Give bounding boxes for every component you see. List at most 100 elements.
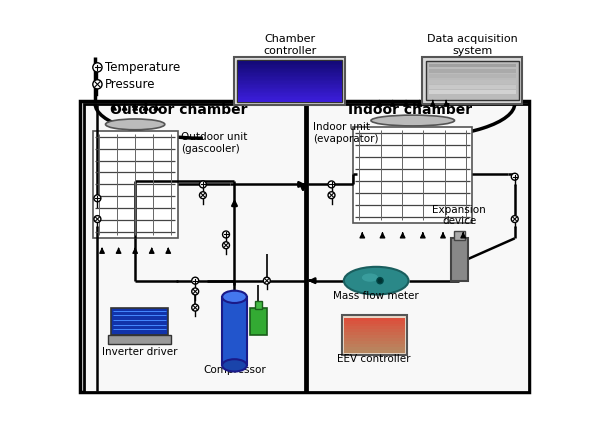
Bar (237, 88, 342, 90)
Bar (237, 61, 342, 102)
Bar (237, 76, 342, 78)
Circle shape (328, 192, 335, 198)
Bar (344, 344, 405, 347)
Bar (428, 69, 516, 73)
Text: Temperature: Temperature (105, 61, 180, 74)
Bar (237, 100, 342, 102)
Bar (426, 61, 519, 100)
Bar (344, 326, 405, 330)
Bar (237, 64, 342, 66)
Bar (237, 65, 342, 67)
Bar (344, 339, 405, 342)
Circle shape (223, 231, 230, 238)
Text: Outdoor unit
(gascooler): Outdoor unit (gascooler) (181, 132, 248, 154)
Circle shape (328, 181, 335, 188)
Ellipse shape (371, 115, 455, 126)
Bar (237, 99, 342, 100)
Bar (237, 77, 342, 79)
Circle shape (192, 304, 199, 311)
Bar (237, 61, 342, 63)
Bar (255, 301, 262, 309)
Bar (237, 95, 342, 96)
Bar (237, 72, 342, 74)
Bar (451, 238, 468, 281)
Bar (237, 83, 342, 84)
Circle shape (199, 192, 206, 198)
Bar (344, 350, 405, 353)
Bar (237, 93, 342, 95)
Text: Chamber
controller: Chamber controller (263, 34, 316, 56)
Bar (108, 335, 171, 343)
Text: Pressure: Pressure (105, 78, 156, 91)
Bar (344, 335, 405, 339)
Bar (237, 80, 342, 82)
Text: Outdoor chamber: Outdoor chamber (110, 103, 248, 117)
Bar (344, 318, 405, 321)
Bar (422, 58, 522, 103)
Bar (344, 332, 405, 336)
Bar (237, 73, 342, 75)
Bar (237, 66, 342, 68)
Bar (237, 97, 342, 99)
Bar (237, 96, 342, 98)
Bar (111, 308, 168, 335)
Bar (237, 74, 342, 76)
Bar (237, 81, 342, 83)
Bar (237, 69, 342, 71)
Ellipse shape (362, 273, 378, 282)
Bar (222, 297, 247, 365)
Bar (83, 103, 305, 392)
Bar (428, 85, 516, 89)
Bar (237, 91, 342, 92)
Ellipse shape (222, 291, 247, 303)
Bar (428, 63, 516, 67)
Bar (344, 347, 405, 351)
Bar (237, 85, 342, 87)
Bar (237, 62, 342, 64)
Bar (237, 78, 342, 80)
Text: Inverter driver: Inverter driver (102, 347, 177, 357)
Bar (237, 68, 342, 70)
Bar (250, 308, 267, 334)
Text: Indoor chamber: Indoor chamber (348, 103, 472, 117)
Bar (234, 58, 345, 105)
Bar (307, 103, 528, 392)
Circle shape (93, 63, 102, 72)
Ellipse shape (222, 359, 247, 372)
Circle shape (511, 215, 518, 223)
Circle shape (264, 277, 270, 284)
Circle shape (93, 80, 102, 89)
Text: Data acquisition
system: Data acquisition system (427, 34, 518, 56)
Bar (428, 80, 516, 83)
Bar (237, 87, 342, 88)
Bar (344, 321, 405, 324)
Ellipse shape (105, 119, 165, 130)
Bar (344, 323, 405, 327)
Bar (342, 315, 407, 355)
Text: Compressor: Compressor (203, 365, 266, 375)
Bar (93, 131, 177, 238)
Bar (454, 231, 465, 240)
Ellipse shape (344, 267, 409, 294)
Bar (428, 74, 516, 78)
Bar (237, 89, 342, 91)
Bar (344, 341, 405, 345)
Text: Mass flow meter: Mass flow meter (333, 291, 419, 301)
Text: Expansion
device: Expansion device (433, 205, 486, 227)
Bar (237, 70, 342, 72)
Circle shape (192, 277, 199, 284)
Circle shape (377, 277, 383, 284)
Circle shape (94, 215, 101, 223)
Bar (80, 101, 528, 392)
Text: EEV controller: EEV controller (337, 354, 411, 363)
Circle shape (223, 242, 230, 249)
Bar (237, 84, 342, 86)
Bar (428, 91, 516, 95)
Bar (344, 330, 405, 333)
Text: Indoor unit
(evaporator): Indoor unit (evaporator) (313, 123, 378, 144)
Circle shape (511, 173, 518, 180)
Bar (353, 127, 472, 223)
Circle shape (192, 288, 199, 295)
Circle shape (94, 195, 101, 202)
Bar (237, 92, 342, 94)
